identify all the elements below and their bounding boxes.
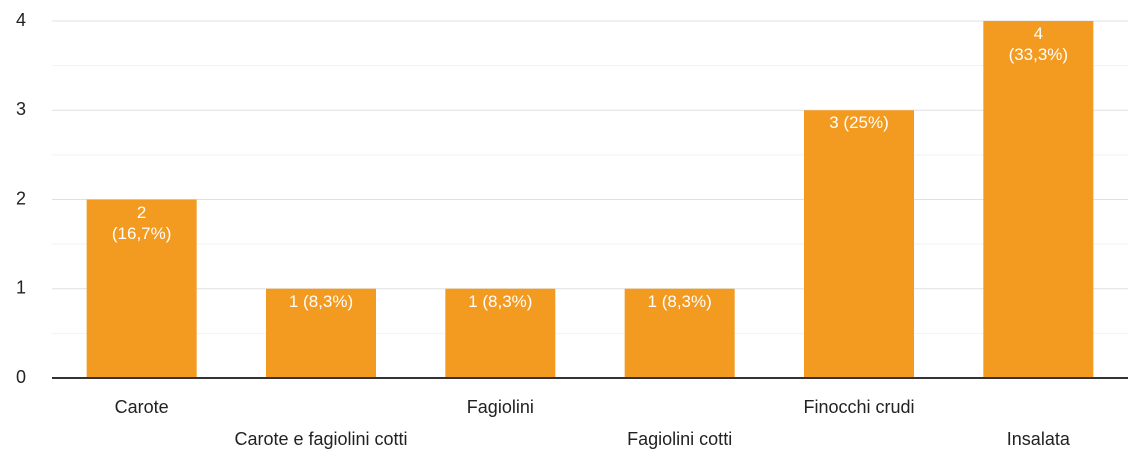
value-label: 1 (8,3%)	[468, 291, 533, 311]
value-label-box: 3 (25%)	[829, 113, 889, 133]
value-label-box: 2 (16,7%)	[111, 202, 172, 243]
x-tick-label: Carote e fagiolini cotti	[234, 429, 407, 449]
x-tick-label: Fagiolini cotti	[627, 429, 732, 449]
value-label: 1 (8,3%)	[647, 291, 712, 311]
value-label: 1 (8,3%)	[288, 291, 354, 311]
bar	[804, 110, 914, 378]
y-tick-label: 4	[16, 10, 26, 30]
value-label-box: 4 (33,3%)	[1008, 24, 1069, 64]
value-label-box: 1 (8,3%)	[288, 291, 354, 311]
value-label-box: 1 (8,3%)	[647, 291, 712, 311]
value-label: 4 (33,3%)	[1008, 24, 1069, 64]
y-tick-label: 0	[16, 367, 26, 387]
y-tick-label: 1	[16, 278, 26, 298]
value-label: 3 (25%)	[829, 113, 889, 133]
x-tick-label: Carote	[115, 397, 169, 417]
x-tick-label: Finocchi crudi	[803, 397, 914, 417]
bar	[445, 288, 556, 378]
bar	[983, 21, 1094, 378]
x-tick-label: Insalata	[1007, 429, 1071, 449]
value-label: 2 (16,7%)	[111, 202, 172, 243]
bar	[624, 288, 735, 378]
y-tick-label: 3	[16, 99, 26, 119]
x-tick-label: Fagiolini	[467, 397, 534, 417]
bar	[266, 288, 376, 378]
bar	[86, 199, 197, 378]
y-tick-label: 2	[16, 188, 26, 208]
value-label-box: 1 (8,3%)	[468, 291, 533, 311]
